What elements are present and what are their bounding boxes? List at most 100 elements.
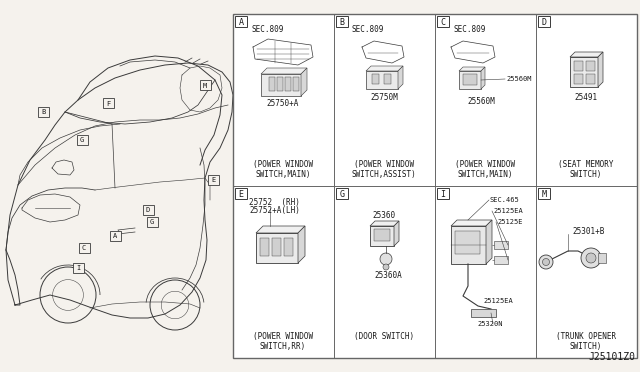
Text: F: F xyxy=(106,100,110,106)
Text: C: C xyxy=(82,246,86,251)
Polygon shape xyxy=(481,67,485,89)
Text: (DOOR SWITCH): (DOOR SWITCH) xyxy=(354,331,414,340)
Bar xyxy=(277,77,283,91)
Bar xyxy=(147,217,157,227)
Bar xyxy=(284,238,293,256)
Circle shape xyxy=(586,253,596,263)
Bar xyxy=(538,188,550,199)
Text: G: G xyxy=(150,219,154,225)
Bar xyxy=(455,231,480,254)
Text: C: C xyxy=(440,18,445,27)
Bar xyxy=(109,231,120,241)
Text: A: A xyxy=(239,18,243,27)
Circle shape xyxy=(543,259,550,266)
Text: 25752+A(LH): 25752+A(LH) xyxy=(249,205,300,215)
Text: (POWER WINDOW: (POWER WINDOW xyxy=(354,160,414,169)
Text: SWITCH): SWITCH) xyxy=(570,341,602,350)
Bar xyxy=(538,16,550,27)
Text: E: E xyxy=(239,190,243,199)
Text: (POWER WINDOW: (POWER WINDOW xyxy=(253,160,313,169)
Text: D: D xyxy=(541,18,547,27)
Bar xyxy=(260,238,269,256)
Bar xyxy=(285,77,291,91)
Text: (POWER WINDOW: (POWER WINDOW xyxy=(253,331,313,340)
Text: SEC.809: SEC.809 xyxy=(453,26,485,35)
Bar xyxy=(570,57,598,87)
Bar xyxy=(336,188,348,199)
Bar xyxy=(574,61,583,71)
Polygon shape xyxy=(370,221,399,226)
Text: I: I xyxy=(76,266,80,272)
Bar xyxy=(38,107,49,117)
Bar xyxy=(370,226,394,246)
Text: 25560M: 25560M xyxy=(467,96,495,106)
Bar xyxy=(336,16,348,27)
Polygon shape xyxy=(598,52,603,87)
Text: B: B xyxy=(339,18,344,27)
Polygon shape xyxy=(261,68,307,74)
Bar xyxy=(261,74,301,96)
Text: G: G xyxy=(80,138,84,144)
Bar xyxy=(384,74,391,84)
Text: 25360: 25360 xyxy=(372,212,396,221)
Text: E: E xyxy=(211,177,215,183)
Bar xyxy=(200,80,211,90)
Text: 25125EA: 25125EA xyxy=(483,298,513,304)
Bar xyxy=(233,14,637,358)
Text: 25750+A: 25750+A xyxy=(267,99,299,108)
Bar xyxy=(207,175,218,185)
Bar xyxy=(598,253,606,263)
Text: 25750M: 25750M xyxy=(370,93,398,102)
Text: (TRUNK OPENER: (TRUNK OPENER xyxy=(556,331,616,340)
Bar xyxy=(374,229,390,241)
Text: J25101Z0: J25101Z0 xyxy=(588,352,635,362)
Bar xyxy=(494,241,508,249)
Text: SWITCH): SWITCH) xyxy=(570,170,602,179)
Polygon shape xyxy=(451,220,492,226)
Bar xyxy=(366,71,398,89)
Bar xyxy=(586,61,595,71)
Text: SEC.465: SEC.465 xyxy=(490,197,520,203)
Polygon shape xyxy=(486,220,492,264)
Text: 25320N: 25320N xyxy=(477,321,502,327)
Text: 25491: 25491 xyxy=(575,93,598,102)
Circle shape xyxy=(383,264,389,270)
Bar xyxy=(102,98,113,108)
Bar xyxy=(586,74,595,84)
Polygon shape xyxy=(301,68,307,96)
Circle shape xyxy=(581,248,601,268)
Text: B: B xyxy=(41,109,45,115)
Bar xyxy=(72,263,83,273)
Bar xyxy=(437,188,449,199)
Text: (SEAT MEMORY: (SEAT MEMORY xyxy=(558,160,614,169)
Polygon shape xyxy=(256,226,305,233)
Bar xyxy=(451,226,486,264)
Text: 25125E: 25125E xyxy=(497,219,522,225)
Text: A: A xyxy=(113,234,117,240)
Bar xyxy=(471,309,496,317)
Text: M: M xyxy=(541,190,547,199)
Text: SWITCH,ASSIST): SWITCH,ASSIST) xyxy=(351,170,417,179)
Bar xyxy=(293,77,299,91)
Circle shape xyxy=(539,255,553,269)
Text: SEC.809: SEC.809 xyxy=(352,26,385,35)
Text: 25360A: 25360A xyxy=(374,272,402,280)
Bar xyxy=(143,205,154,215)
Text: (POWER WINDOW: (POWER WINDOW xyxy=(455,160,515,169)
Bar xyxy=(437,16,449,27)
Bar xyxy=(459,71,481,89)
Text: I: I xyxy=(440,190,445,199)
Text: 25752  (RH): 25752 (RH) xyxy=(249,198,300,206)
Circle shape xyxy=(380,253,392,265)
Polygon shape xyxy=(398,66,403,89)
Polygon shape xyxy=(459,67,485,71)
Bar xyxy=(272,238,281,256)
Bar xyxy=(79,243,90,253)
Text: 25125EA: 25125EA xyxy=(493,208,523,214)
Text: M: M xyxy=(203,83,207,89)
Text: SWITCH,RR): SWITCH,RR) xyxy=(260,341,306,350)
Bar xyxy=(77,135,88,145)
Text: 25560M: 25560M xyxy=(506,76,531,82)
Bar xyxy=(235,188,247,199)
Text: SEC.809: SEC.809 xyxy=(251,26,284,35)
